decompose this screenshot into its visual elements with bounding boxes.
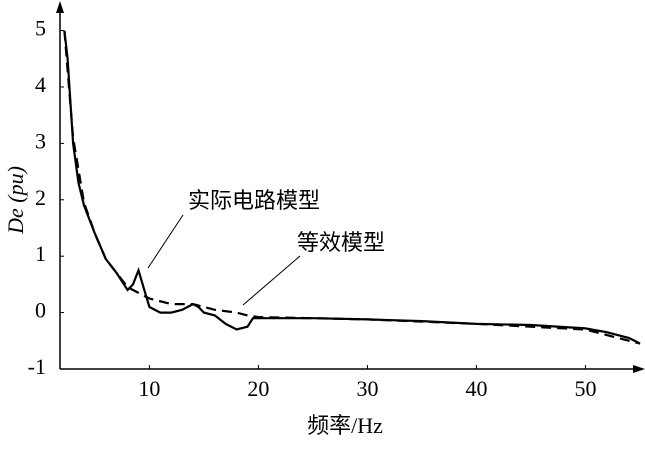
annotation: 实际电路模型 [188,188,320,213]
y-tick-label: 1 [35,241,46,266]
x-tick-label: 50 [574,376,596,401]
x-tick-label: 40 [465,376,487,401]
leader-line [147,214,184,269]
annotation: 等效模型 [297,230,385,255]
line-series [63,30,641,345]
x-axis-label: 频率/Hz [307,413,383,438]
y-tick-label: 5 [35,16,46,41]
x-tick-label: 20 [247,376,269,401]
y-tick-label: 2 [35,185,46,210]
leader-line [242,255,301,306]
y-tick-label: -1 [28,354,46,379]
y-axis-label: De (pu) [3,166,28,235]
y-tick-label: 3 [35,128,46,153]
x-tick-label: 30 [356,376,378,401]
x-axis-arrow [633,365,645,373]
y-axis-arrow [56,1,64,13]
line-series [63,30,641,345]
y-tick-label: 0 [35,298,46,323]
y-tick-label: 4 [35,72,46,97]
x-tick-label: 10 [138,376,160,401]
